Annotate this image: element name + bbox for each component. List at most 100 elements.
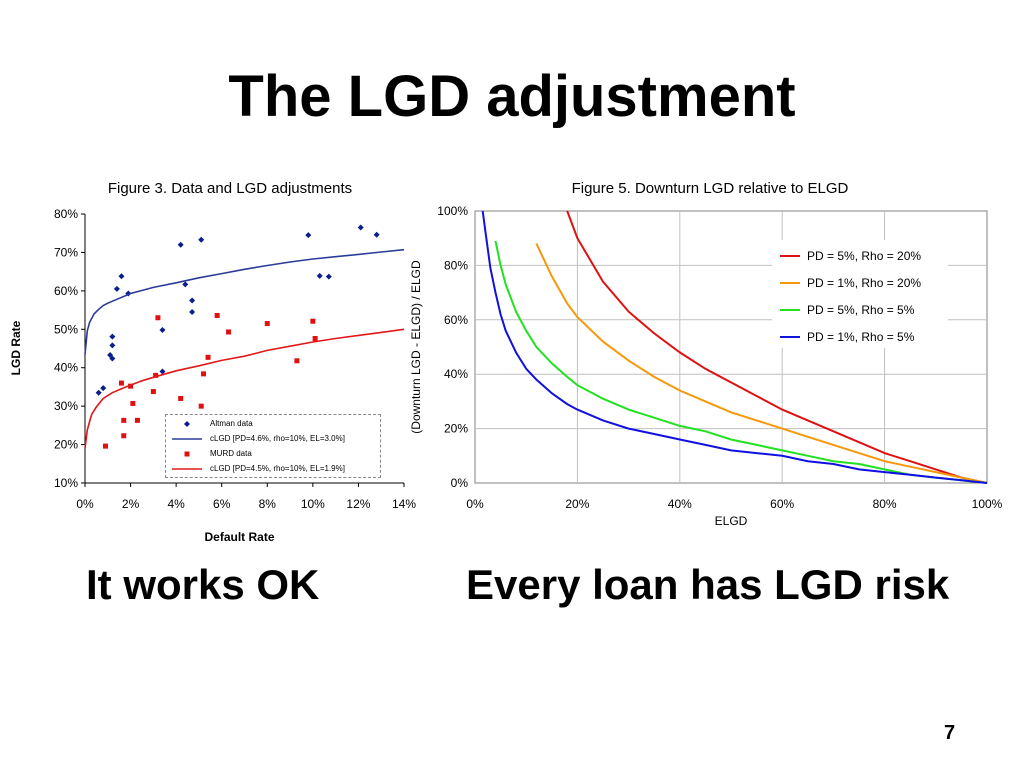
legend-label: Altman data (210, 419, 253, 428)
figure3-x-tick-label: 10% (301, 497, 325, 511)
figure3-x-tick-label: 8% (259, 497, 277, 511)
legend-label: PD = 1%, Rho = 5% (807, 330, 915, 344)
figure3-y-tick-label: 70% (54, 245, 78, 259)
line-marker-icon (172, 438, 202, 440)
legend-label: PD = 5%, Rho = 5% (807, 303, 915, 317)
figure5-x-axis-label: ELGD (715, 514, 748, 528)
figure3-data-point (109, 333, 116, 340)
figure5-x-tick-label: 0% (466, 497, 484, 511)
figure3-data-point (310, 318, 316, 324)
figure3-series-line (84, 248, 405, 355)
figure3-y-tick-label: 10% (54, 476, 78, 490)
figure5-series-line (494, 240, 988, 484)
figure3-data-point (357, 224, 364, 231)
figure3-data-point (159, 327, 166, 334)
figure3-data-point (121, 433, 127, 439)
square-marker-icon (184, 451, 190, 457)
figure5-series-line (566, 210, 988, 484)
figure3-data-point (177, 241, 184, 248)
diamond-marker-icon (184, 421, 190, 427)
caption-right: Every loan has LGD risk (466, 561, 950, 608)
figure3-data-point (373, 231, 380, 238)
figure3-data-point (198, 236, 205, 243)
figure3-series-line (84, 328, 405, 449)
figure5-series-line (481, 210, 988, 484)
figure3-data-point (316, 272, 323, 279)
figure3-data-point (109, 355, 116, 362)
caption-left: It works OK (86, 561, 320, 608)
slide-title: The LGD adjustment (228, 64, 796, 129)
figure5-y-tick-label: 20% (444, 422, 468, 436)
figure3-data-point (205, 354, 211, 360)
figure3-data-point (118, 273, 125, 280)
figure3-data-point (189, 297, 196, 304)
figure5-x-tick-label: 20% (565, 497, 589, 511)
figure3-data-point (100, 385, 107, 392)
figure3-data-point (226, 329, 232, 335)
line-marker-icon (780, 336, 800, 338)
figure3-title: Figure 3. Data and LGD adjustments (107, 180, 353, 197)
figure3-data-point (325, 273, 332, 280)
legend-label: cLGD [PD=4.5%, rho=10%, EL=1.9%] (210, 464, 345, 473)
figure5-x-tick-label: 40% (668, 497, 692, 511)
figure3-data-point (95, 389, 102, 396)
figure5-y-tick-label: 0% (451, 476, 469, 490)
figure3-x-tick-label: 0% (76, 497, 94, 511)
figure3-data-point (312, 336, 318, 342)
figure3-data-point (121, 417, 127, 423)
figure5-y-tick-label: 80% (444, 258, 468, 272)
figure5-series-line (535, 243, 988, 484)
figure5-x-tick-label: 100% (972, 497, 1003, 511)
page-number: 7 (944, 722, 956, 744)
legend-label: cLGD [PD=4.6%, rho=10%, EL=3.0%] (210, 434, 345, 443)
figure3-y-axis-label: LGD Rate (9, 320, 23, 375)
figure3-data-point (214, 312, 220, 318)
figure3-y-tick-label: 20% (54, 438, 78, 452)
figure3-data-point (103, 443, 109, 449)
figure5-y-tick-label: 40% (444, 367, 468, 381)
line-marker-icon (780, 282, 800, 284)
figure3-data-point (113, 285, 120, 292)
figure3-x-tick-label: 12% (346, 497, 370, 511)
figure3-data-point (134, 417, 140, 423)
figure3-data-point (128, 383, 134, 389)
line-marker-icon (780, 255, 800, 257)
figure3-legend: Altman data cLGD [PD=4.6%, rho=10%, EL=3… (165, 414, 381, 478)
figure5-legend: PD = 5%, Rho = 20% PD = 1%, Rho = 20% PD… (772, 240, 948, 348)
legend-label: PD = 5%, Rho = 20% (807, 249, 922, 263)
figure5-title: Figure 5. Downturn LGD relative to ELGD (571, 180, 849, 197)
figure3-y-tick-label: 50% (54, 322, 78, 336)
figure5-y-axis-label: (Downturn LGD - ELGD) / ELGD (409, 260, 423, 434)
line-marker-icon (172, 468, 202, 470)
figure3-data-point (130, 400, 136, 406)
figure3-data-point (182, 281, 189, 288)
figure3-y-tick-label: 30% (54, 399, 78, 413)
figure3-x-tick-label: 2% (122, 497, 140, 511)
figure3-x-axis-label: Default Rate (204, 530, 274, 544)
figure3-data-point (118, 380, 124, 386)
figure3-x-tick-label: 14% (392, 497, 416, 511)
figure5-y-tick-label: 100% (437, 204, 468, 218)
figure3-data-point (109, 342, 116, 349)
figure3-x-tick-label: 6% (213, 497, 231, 511)
figure3-data-point (155, 315, 161, 321)
figure3-data-point (305, 232, 312, 239)
figure3-data-point (189, 308, 196, 315)
figure3-y-tick-label: 60% (54, 284, 78, 298)
legend-label: PD = 1%, Rho = 20% (807, 276, 922, 290)
figure3-data-point (200, 371, 206, 377)
figure5-x-tick-label: 60% (770, 497, 794, 511)
figure5-x-tick-label: 80% (873, 497, 897, 511)
figure3-y-tick-label: 40% (54, 361, 78, 375)
figure3-data-point (125, 290, 132, 297)
figure3-data-point (153, 372, 159, 378)
figure3-x-tick-label: 4% (167, 497, 185, 511)
figure5-y-tick-label: 60% (444, 313, 468, 327)
line-marker-icon (780, 309, 800, 311)
legend-label: MURD data (210, 449, 252, 458)
figure3-y-tick-label: 80% (54, 207, 78, 221)
figure3-data-point (264, 321, 270, 327)
figure3-data-point (198, 403, 204, 409)
figure3-data-point (150, 389, 156, 395)
